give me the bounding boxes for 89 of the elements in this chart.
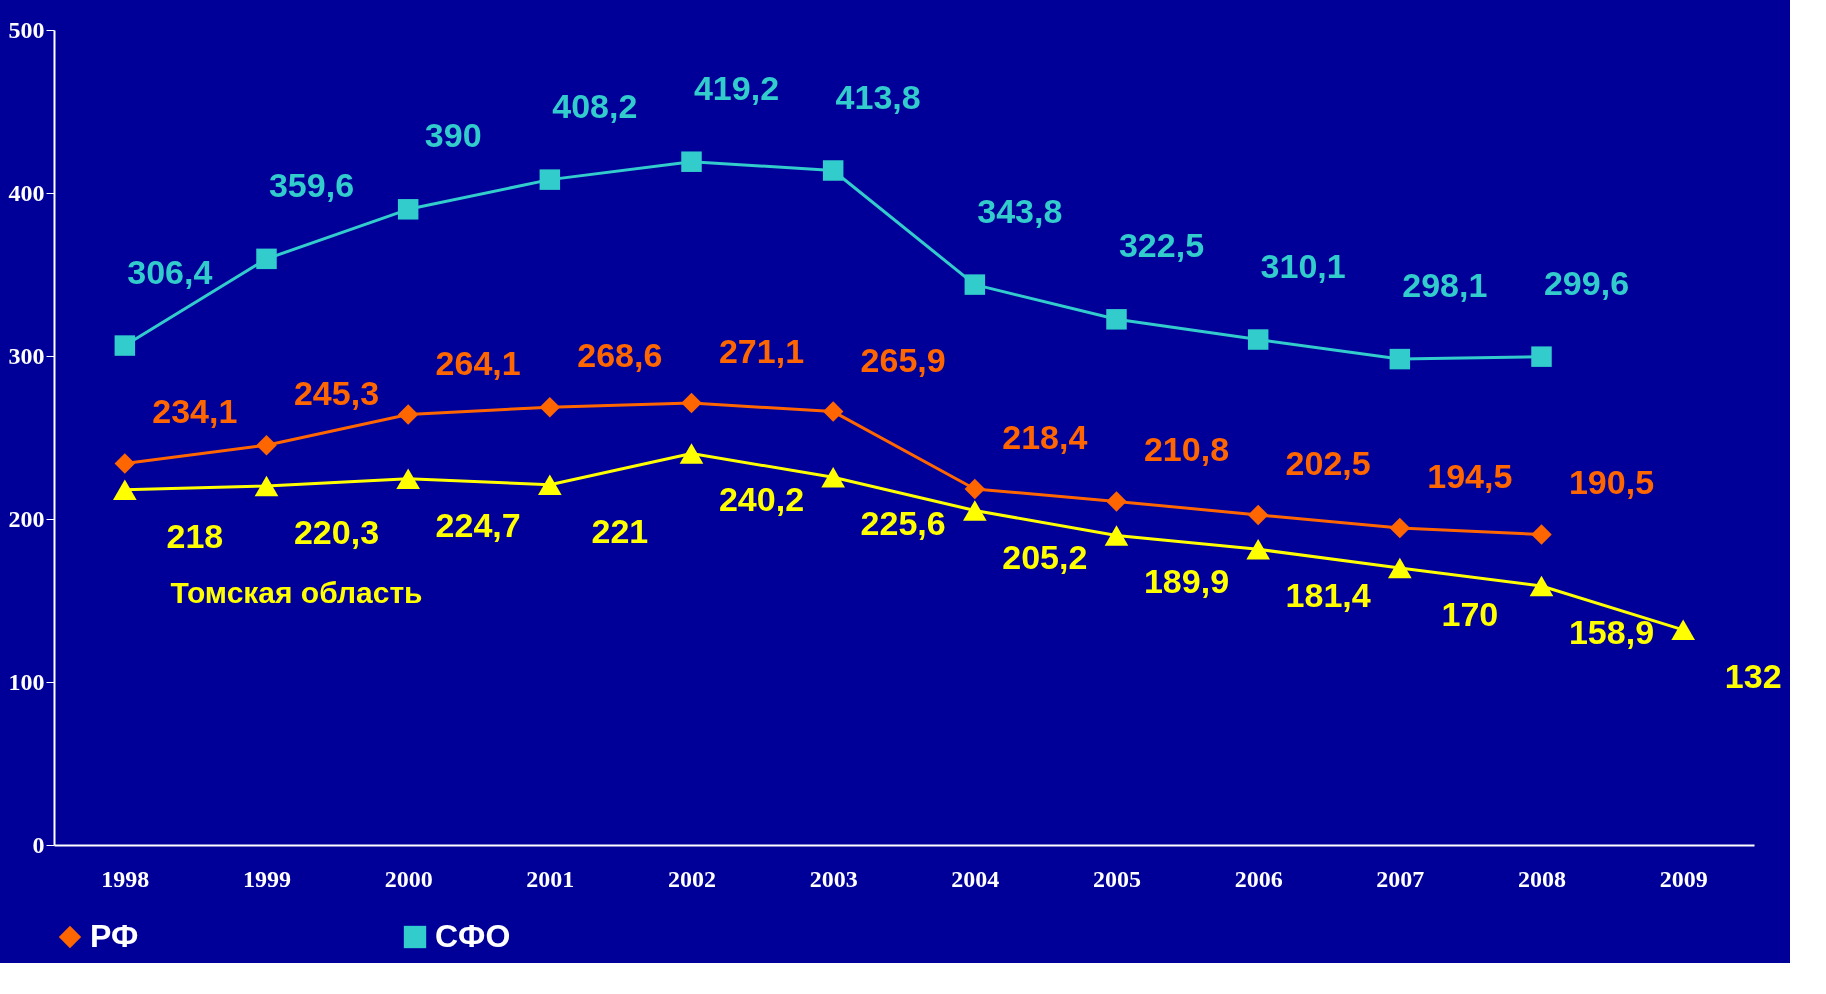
x-tick-label: 2009: [1659, 865, 1708, 892]
y-tick-label: 400: [8, 179, 45, 206]
point: [681, 392, 702, 414]
data-label: 205,2: [1002, 537, 1088, 576]
data-label: 225,6: [860, 504, 946, 543]
point: [539, 169, 561, 190]
data-label: 158,9: [1568, 612, 1655, 651]
x-tick-label: 2007: [1376, 865, 1425, 892]
point: [1388, 557, 1412, 579]
y-tick-label: 300: [8, 342, 45, 369]
legend-label: СФО: [435, 918, 511, 954]
x-tick-label: 1999: [243, 865, 291, 892]
point: [1247, 504, 1269, 526]
point: [1671, 619, 1695, 641]
data-label: 234,1: [152, 392, 238, 431]
point: [1389, 348, 1411, 370]
x-tick-label: 2000: [384, 865, 433, 892]
point: [113, 479, 137, 500]
data-label: 221: [591, 511, 649, 550]
data-label: 190,5: [1568, 463, 1655, 502]
point: [1104, 525, 1129, 546]
point: [1247, 329, 1269, 350]
data-label: 170: [1441, 594, 1499, 633]
point: [397, 199, 419, 220]
point: [822, 160, 844, 181]
point: [114, 335, 136, 356]
point: [1531, 346, 1552, 367]
point: [964, 274, 986, 295]
data-label: 218,4: [1002, 418, 1088, 457]
legend-label: РФ: [90, 918, 139, 954]
data-label: 245,3: [293, 374, 380, 413]
point: [1106, 309, 1127, 330]
x-tick-label: 2008: [1518, 865, 1566, 892]
data-label: 265,9: [860, 340, 946, 379]
point: [396, 468, 420, 489]
text: Томская область: [170, 575, 423, 609]
data-label: 202,5: [1285, 443, 1371, 482]
data-label: 189,9: [1143, 562, 1230, 601]
point: [822, 401, 844, 422]
y-tick-label: 200: [8, 505, 45, 532]
x-tick-label: 1998: [101, 865, 150, 892]
data-label: 268,6: [577, 336, 663, 375]
point: [1531, 524, 1552, 545]
data-label: 181,4: [1285, 576, 1371, 615]
data-label: 310,1: [1260, 246, 1346, 285]
point: [1529, 575, 1554, 597]
data-label: 224,7: [435, 505, 521, 544]
point: [256, 248, 277, 270]
point: [964, 478, 986, 500]
data-label: 264,1: [435, 343, 521, 382]
x-tick-label: 2002: [668, 865, 716, 892]
data-label: 132: [1724, 656, 1782, 695]
data-label: 298,1: [1402, 266, 1488, 305]
data-label: 322,5: [1118, 226, 1205, 265]
data-label: 408,2: [552, 86, 638, 125]
point: [254, 475, 279, 497]
point: [114, 453, 136, 474]
point: [397, 404, 419, 425]
point: [821, 467, 845, 488]
point: [679, 443, 704, 464]
y-tick-label: 500: [8, 16, 45, 43]
data-label: 271,1: [718, 332, 805, 371]
point: [1389, 517, 1411, 539]
data-label: 299,6: [1543, 263, 1630, 302]
data-label: 220,3: [293, 512, 380, 551]
x-tick-label: 2005: [1093, 865, 1141, 892]
y-tick-label: 100: [8, 668, 45, 695]
data-label: 413,8: [835, 77, 921, 116]
data-label: 343,8: [977, 191, 1063, 230]
data-label: 419,2: [693, 68, 780, 107]
data-label: 390: [424, 116, 482, 155]
x-tick-label: 2006: [1234, 865, 1283, 892]
point: [1106, 491, 1127, 512]
data-label: 359,6: [268, 165, 355, 204]
point: [538, 474, 562, 496]
point: [681, 151, 702, 172]
x-tick-label: 2001: [526, 865, 575, 892]
data-label: 210,8: [1143, 430, 1230, 469]
x-tick-label: 2004: [951, 865, 1000, 892]
data-label: 306,4: [127, 252, 213, 291]
point: [256, 434, 277, 456]
data-label: 194,5: [1427, 456, 1513, 495]
data-label: 218: [166, 516, 224, 555]
y-tick-label: 0: [32, 831, 45, 858]
point: [1246, 539, 1270, 560]
data-label: 240,2: [718, 480, 805, 519]
point: [963, 500, 987, 521]
point: [539, 396, 561, 418]
x-tick-label: 2003: [809, 865, 858, 892]
